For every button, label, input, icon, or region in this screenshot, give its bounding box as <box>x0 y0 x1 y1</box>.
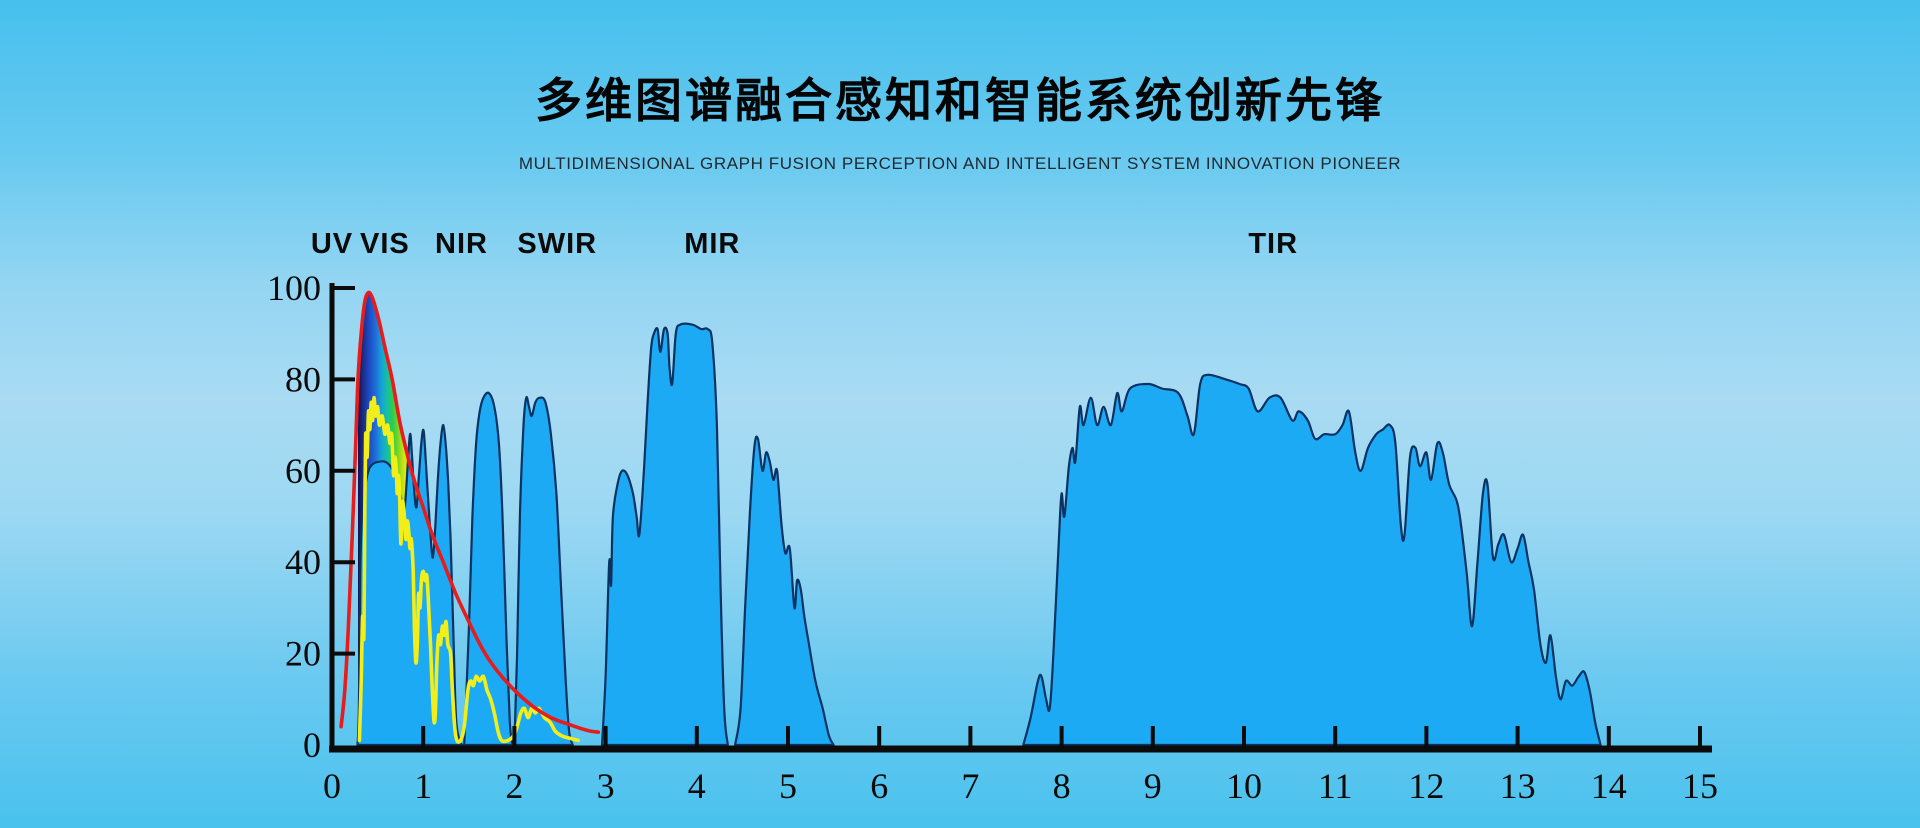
x-tick-label-2: 2 <box>505 766 523 806</box>
x-tick-label-14: 14 <box>1591 766 1627 806</box>
x-tick-label-11: 11 <box>1318 766 1353 806</box>
transmission-area-window-8-14um <box>1022 373 1602 747</box>
x-tick-label-0: 0 <box>323 766 341 806</box>
band-label-mir: MIR <box>684 228 740 260</box>
transmission-area-window-3.0-4.3um <box>600 322 729 747</box>
y-tick-label-20: 20 <box>285 634 321 674</box>
x-tick-label-8: 8 <box>1053 766 1071 806</box>
x-tick-label-12: 12 <box>1408 766 1444 806</box>
x-tick-label-4: 4 <box>688 766 706 806</box>
band-label-vis: VIS <box>360 228 410 260</box>
y-tick-label-80: 80 <box>285 359 321 399</box>
x-tick-label-1: 1 <box>414 766 432 806</box>
transmission-area-window-1.5-2.0um <box>463 391 514 747</box>
x-tick-label-9: 9 <box>1144 766 1162 806</box>
transmission-area-window-0.3-1.4um <box>356 423 464 747</box>
surface-solar-curve <box>357 395 580 744</box>
x-tick-label-6: 6 <box>870 766 888 806</box>
x-tick-label-15: 15 <box>1682 766 1718 806</box>
band-label-tir: TIR <box>1248 228 1298 260</box>
x-tick-label-5: 5 <box>779 766 797 806</box>
y-tick-label-40: 40 <box>285 542 321 582</box>
page-title: 多维图谱融合感知和智能系统创新先锋 <box>535 74 1385 127</box>
page-subtitle: MULTIDIMENSIONAL GRAPH FUSION PERCEPTION… <box>518 154 1402 173</box>
y-tick-label-0: 0 <box>303 725 321 765</box>
band-label-uv: UV <box>311 228 353 260</box>
blackbody-curve <box>339 290 601 734</box>
x-tick-label-3: 3 <box>597 766 615 806</box>
transmission-area-window-4.5-5.5um <box>734 435 835 747</box>
x-tick-label-13: 13 <box>1500 766 1536 806</box>
x-tick-label-7: 7 <box>961 766 979 806</box>
x-tick-label-10: 10 <box>1226 766 1262 806</box>
y-tick-label-100: 100 <box>267 268 321 308</box>
band-label-nir: NIR <box>435 228 488 260</box>
rainbow-spectrum-fill <box>358 292 433 718</box>
band-label-swir: SWIR <box>517 228 597 260</box>
transmission-area-window-2.0-2.6um <box>513 395 574 747</box>
y-tick-label-60: 60 <box>285 451 321 491</box>
